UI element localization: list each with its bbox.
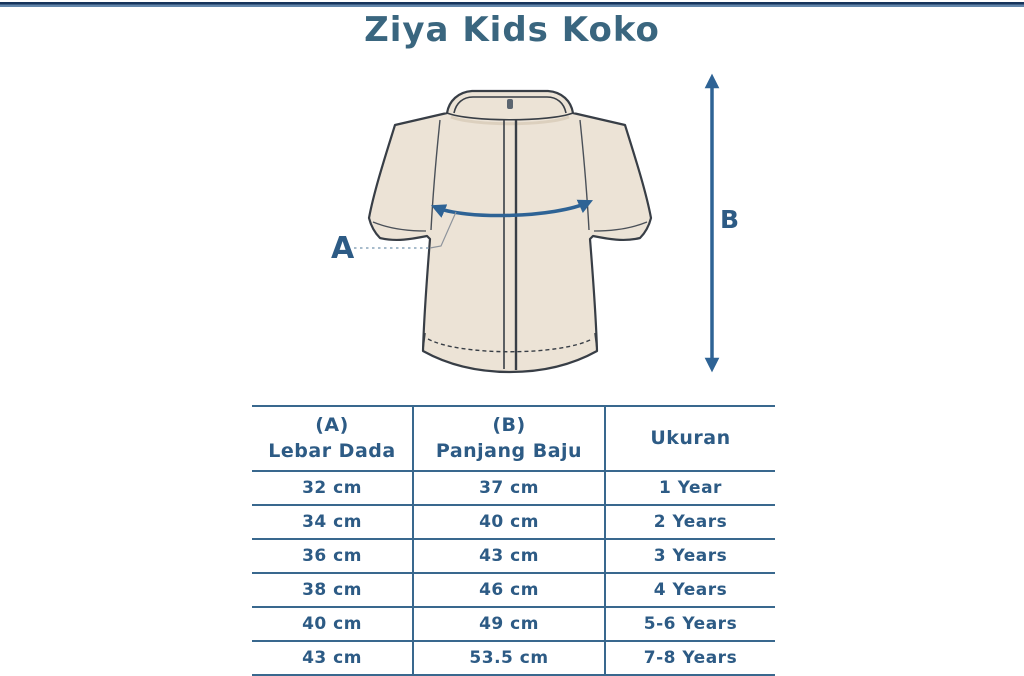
size-table-cell-ukuran: 1 Year [604, 472, 775, 504]
column-header-panjang-baju: (B) Panjang Baju [412, 407, 604, 470]
size-table-cell-panjang_baju: 37 cm [412, 472, 604, 504]
chest-width-measure: A [331, 199, 593, 266]
size-table-cell-lebar_dada: 34 cm [302, 511, 362, 532]
size-table-cell-panjang_baju: 53.5 cm [412, 642, 604, 674]
column-label-lebar-dada: Lebar Dada [268, 439, 396, 462]
right-cuff-fold [593, 221, 648, 232]
length-measure: B [704, 73, 739, 373]
column-header-lebar-dada: (A) Lebar Dada [252, 407, 412, 470]
measure-label-b: B [720, 205, 739, 234]
left-side-slit [422, 332, 426, 350]
size-table-cell-lebar_dada: 38 cm [302, 579, 362, 600]
size-table-cell-panjang_baju: 43 cm [412, 540, 604, 572]
neckline-seam [446, 112, 574, 121]
page-title: Ziya Kids Koko [364, 10, 660, 50]
size-table-cell-ukuran: 2 Years [604, 506, 775, 538]
shirt-silhouette [367, 89, 653, 374]
top-border-line [0, 2, 1024, 7]
left-cuff-fold [372, 221, 427, 232]
size-table-row: 38 cm 46 cm 4 Years [252, 574, 775, 608]
size-table-row: 36 cm 43 cm 3 Years [252, 540, 775, 574]
size-chart-table: (A) Lebar Dada (B) Panjang Baju Ukuran 3… [252, 405, 775, 676]
size-table-cell-ukuran: 4 Years [604, 574, 775, 606]
column-label-panjang-baju: Panjang Baju [435, 439, 583, 462]
hem-stitch-line [427, 338, 593, 353]
size-table-row: 43 cm 53.5 cm 7-8 Years [252, 642, 775, 676]
size-table-cell-lebar_dada: 40 cm [302, 613, 362, 634]
column-label-ukuran: Ukuran [650, 426, 731, 449]
label-a-leader-line [429, 211, 457, 249]
column-code-a: (A) [315, 413, 349, 436]
shirt-illustration [367, 89, 653, 374]
column-code-b: (B) [492, 413, 526, 436]
chest-width-arrow [430, 199, 593, 218]
size-table-cell-ukuran: 7-8 Years [604, 642, 775, 674]
size-table-body: 32 cm 37 cm 1 Year 34 cm 40 cm 2 Years 36 cm 43… [252, 472, 775, 676]
size-table-cell-lebar_dada: 32 cm [302, 477, 362, 498]
size-table-cell-panjang_baju: 49 cm [412, 608, 604, 640]
collar-inner-line [453, 96, 567, 114]
size-table-row: 34 cm 40 cm 2 Years [252, 506, 775, 540]
column-header-ukuran: Ukuran [604, 407, 775, 470]
size-table-header-row: (A) Lebar Dada (B) Panjang Baju Ukuran [252, 407, 775, 472]
collar-button [507, 99, 513, 109]
size-table-cell-panjang_baju: 40 cm [412, 506, 604, 538]
size-table-cell-panjang_baju: 46 cm [412, 574, 604, 606]
measure-label-a: A [331, 231, 355, 266]
left-armhole-seam [430, 119, 441, 231]
size-table-row: 32 cm 37 cm 1 Year [252, 472, 775, 506]
size-table-cell-lebar_dada: 36 cm [302, 545, 362, 566]
shirt-measurement-diagram: A B [331, 73, 739, 374]
right-side-slit [594, 332, 598, 350]
size-table-cell-ukuran: 3 Years [604, 540, 775, 572]
size-table-row: 40 cm 49 cm 5-6 Years [252, 608, 775, 642]
size-table-cell-ukuran: 5-6 Years [604, 608, 775, 640]
collar-shadow [450, 115, 570, 126]
right-armhole-seam [579, 119, 590, 231]
size-table-cell-lebar_dada: 43 cm [302, 647, 362, 668]
